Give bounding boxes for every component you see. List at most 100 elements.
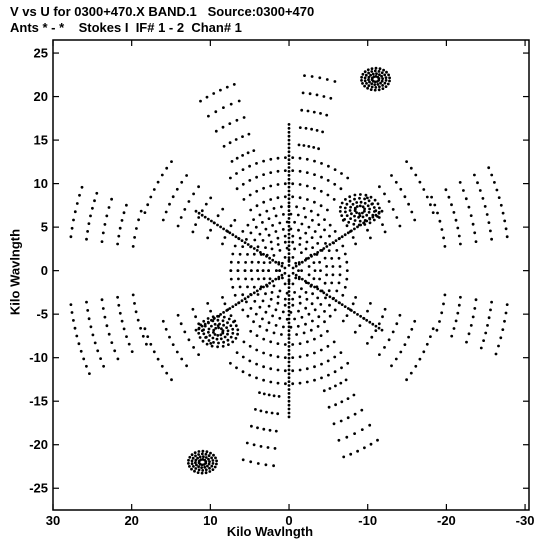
uv-point: [307, 312, 311, 316]
uv-point: [248, 164, 252, 168]
uv-point: [255, 289, 259, 293]
uv-point: [171, 343, 175, 346]
uv-point: [222, 311, 226, 314]
uv-point: [339, 351, 343, 354]
uv-point: [291, 240, 295, 244]
uv-point: [228, 122, 232, 125]
uv-point: [407, 335, 410, 339]
uv-point: [269, 353, 273, 357]
uv-point: [165, 166, 169, 170]
uv-point: [120, 319, 124, 323]
uv-point: [361, 211, 364, 215]
uv-point: [276, 355, 280, 359]
uv-point: [231, 340, 235, 344]
uv-point: [254, 312, 258, 316]
uv-point: [122, 327, 126, 331]
uv-point: [237, 237, 241, 241]
uv-point: [315, 285, 319, 289]
uv-point: [366, 204, 370, 208]
uv-point: [474, 240, 478, 244]
uv-point: [313, 308, 317, 312]
uv-point: [368, 423, 372, 427]
uv-point: [268, 428, 272, 432]
uv-point: [343, 252, 347, 256]
uv-point: [287, 384, 291, 387]
uv-point: [277, 262, 281, 266]
uv-point: [467, 332, 471, 336]
uv-point: [505, 303, 509, 306]
uv-point: [221, 329, 225, 333]
uv-point: [331, 241, 335, 245]
uv-point: [245, 238, 248, 241]
uv-point: [360, 408, 364, 412]
uv-point: [206, 317, 210, 320]
uv-point: [213, 322, 217, 326]
uv-point: [457, 303, 461, 307]
uv-point: [422, 188, 426, 191]
uv-point: [267, 304, 271, 308]
uv-point: [225, 326, 229, 329]
uv-point: [271, 258, 275, 262]
uv-point: [370, 78, 374, 82]
uv-point: [73, 210, 77, 214]
uv-point: [69, 303, 73, 306]
uv-point: [410, 210, 414, 214]
uv-point: [476, 181, 479, 185]
uv-point: [283, 182, 287, 186]
uv-point: [457, 234, 461, 238]
uv-point: [265, 410, 268, 414]
uv-point: [222, 340, 226, 344]
uv-point: [316, 325, 320, 328]
uv-point: [309, 328, 313, 332]
uv-point: [287, 220, 291, 224]
uv-point: [287, 213, 291, 216]
uv-point: [227, 317, 231, 321]
uv-point: [287, 154, 291, 158]
uv-point: [305, 297, 309, 301]
uv-point: [205, 450, 209, 454]
uv-point: [219, 337, 223, 341]
uv-point: [283, 297, 287, 301]
uv-point: [267, 269, 270, 272]
uv-point: [183, 208, 187, 211]
uv-point: [348, 195, 352, 199]
uv-point: [202, 328, 206, 332]
uv-point: [376, 215, 379, 218]
uv-point: [369, 236, 372, 240]
uv-point: [287, 348, 291, 352]
uv-point: [255, 334, 259, 337]
uv-point: [117, 234, 121, 238]
uv-point: [328, 314, 332, 318]
uv-point: [298, 295, 302, 299]
uv-point: [287, 380, 291, 383]
uv-point: [503, 319, 506, 323]
uv-point: [363, 84, 366, 88]
uv-point: [291, 182, 295, 186]
uv-point: [345, 435, 349, 439]
uv-point: [283, 303, 287, 307]
uv-point: [368, 80, 371, 84]
uv-point: [312, 277, 316, 281]
uv-point: [359, 193, 362, 196]
uv-point: [343, 233, 347, 237]
uv-point: [78, 193, 81, 197]
uv-point: [185, 364, 189, 368]
uv-point: [459, 242, 462, 246]
uv-point: [271, 224, 274, 227]
uv-point: [287, 236, 291, 240]
uv-point: [294, 276, 298, 280]
uv-point: [160, 364, 164, 368]
uv-point: [202, 455, 205, 459]
uv-point: [325, 113, 329, 117]
uv-point: [257, 260, 260, 264]
uv-point: [291, 282, 295, 286]
uv-point: [331, 273, 335, 277]
uv-point: [100, 240, 104, 244]
uv-point: [287, 166, 291, 169]
uv-point: [308, 92, 312, 96]
uv-point: [249, 245, 253, 248]
uv-point: [254, 225, 258, 229]
uv-point: [179, 322, 183, 326]
uv-point: [210, 464, 214, 468]
uv-point: [287, 248, 291, 252]
